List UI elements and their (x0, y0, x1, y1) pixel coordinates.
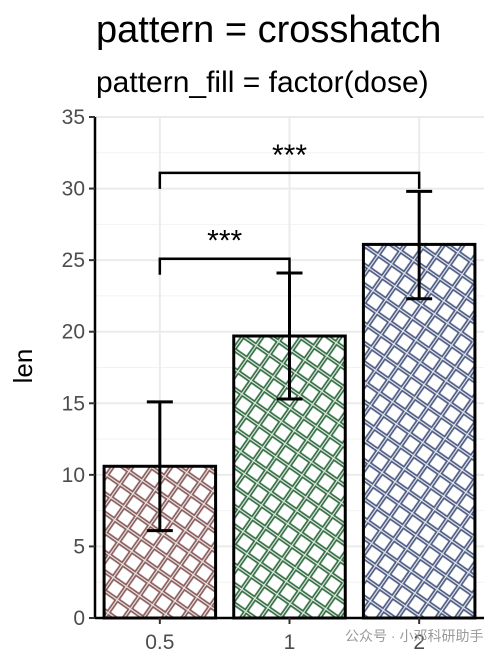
significance-label: *** (207, 225, 242, 258)
significance-bracket (158, 171, 421, 189)
axes (89, 116, 484, 624)
y-tick-label: 20 (62, 321, 85, 344)
y-tick-label: 35 (62, 106, 85, 129)
y-tick-label: 0 (73, 607, 85, 630)
y-tick-label: 15 (62, 392, 85, 415)
significance-label: *** (272, 139, 307, 172)
y-tick-label: 5 (73, 535, 85, 558)
significance-brackets: *** *** (158, 139, 421, 275)
y-tick-labels: 0 5 10 15 20 25 30 35 (62, 106, 85, 630)
y-tick-label: 25 (62, 249, 85, 272)
y-axis-title: len (8, 349, 38, 384)
watermark-text: 公众号 · 小邓科研助手 (345, 628, 483, 644)
y-tick-label: 10 (62, 464, 85, 487)
y-tick-label: 30 (62, 178, 85, 201)
x-tick-label: 0.5 (145, 631, 174, 654)
x-tick-label: 2 (413, 631, 425, 654)
significance-bracket (158, 257, 291, 275)
bar-2 (361, 242, 477, 620)
x-tick-label: 1 (284, 631, 296, 654)
x-tick-labels: 0.5 1 2 (145, 631, 425, 654)
chart-title: pattern = crosshatch (96, 9, 441, 51)
chart-subtitle: pattern_fill = factor(dose) (96, 66, 429, 99)
error-bars (146, 189, 433, 533)
